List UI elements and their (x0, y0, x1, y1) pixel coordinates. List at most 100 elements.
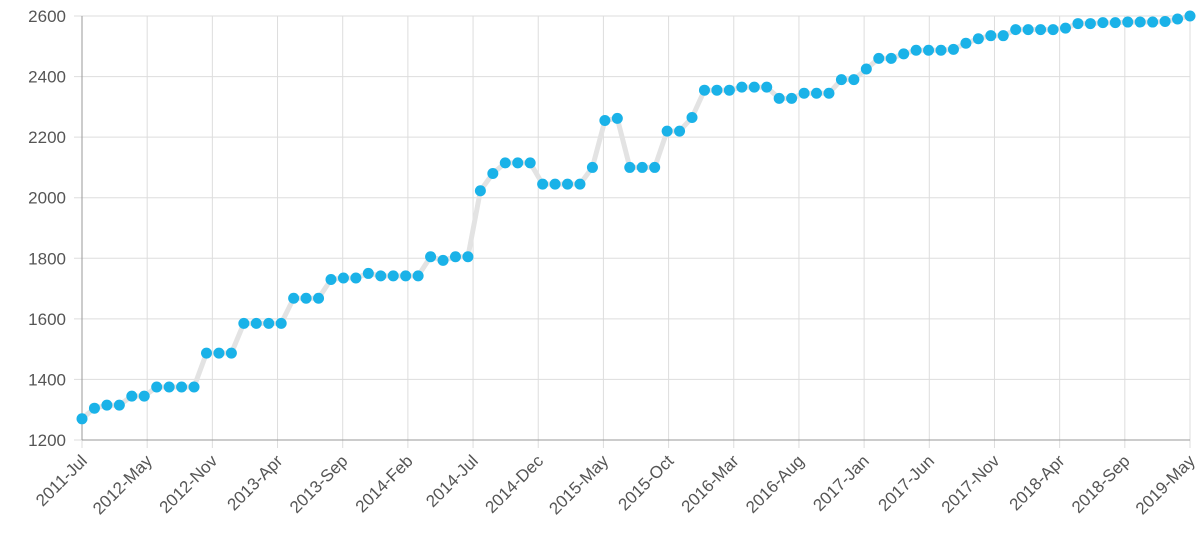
data-point[interactable] (698, 84, 710, 96)
data-point[interactable] (960, 37, 972, 49)
data-point[interactable] (873, 52, 885, 64)
data-point[interactable] (387, 270, 399, 282)
y-tick-label: 2200 (28, 128, 66, 147)
data-point[interactable] (910, 44, 922, 56)
data-point[interactable] (288, 292, 300, 304)
data-point[interactable] (76, 413, 88, 425)
data-point[interactable] (163, 381, 175, 393)
data-point[interactable] (1022, 24, 1034, 36)
data-point[interactable] (101, 399, 113, 411)
data-point[interactable] (1134, 16, 1146, 28)
data-point[interactable] (474, 185, 486, 197)
data-point[interactable] (686, 111, 698, 123)
data-point[interactable] (1147, 16, 1159, 28)
data-point[interactable] (337, 272, 349, 284)
data-point[interactable] (972, 33, 984, 45)
data-point[interactable] (176, 381, 188, 393)
data-point[interactable] (1072, 18, 1084, 30)
data-point[interactable] (88, 402, 100, 414)
data-point[interactable] (151, 381, 163, 393)
data-point[interactable] (126, 390, 138, 402)
data-point[interactable] (225, 347, 237, 359)
data-point[interactable] (425, 251, 437, 263)
x-tick-label: 2017-Nov (938, 451, 1004, 517)
y-axis-ticks: 1200 1400 1600 1800 2000 2200 2400 2600 (28, 7, 66, 450)
data-point[interactable] (275, 317, 287, 329)
data-point[interactable] (711, 84, 723, 96)
data-point[interactable] (761, 81, 773, 93)
data-point[interactable] (599, 114, 611, 126)
data-point[interactable] (786, 92, 798, 104)
data-point[interactable] (487, 167, 499, 179)
data-point[interactable] (400, 270, 412, 282)
data-point[interactable] (437, 254, 449, 266)
data-point[interactable] (1097, 17, 1109, 29)
data-point[interactable] (1010, 24, 1022, 36)
data-point[interactable] (923, 44, 935, 56)
data-point[interactable] (624, 161, 636, 173)
data-point[interactable] (947, 43, 959, 55)
data-point[interactable] (213, 347, 225, 359)
data-point[interactable] (1172, 13, 1184, 25)
x-tick-label: 2017-Jun (875, 451, 939, 515)
data-point[interactable] (835, 74, 847, 86)
data-point[interactable] (935, 44, 947, 56)
data-point[interactable] (250, 317, 262, 329)
data-point[interactable] (898, 48, 910, 60)
data-point[interactable] (798, 87, 810, 99)
data-point[interactable] (113, 399, 125, 411)
data-point[interactable] (661, 125, 673, 137)
data-point[interactable] (200, 347, 212, 359)
data-point[interactable] (586, 161, 598, 173)
data-point[interactable] (997, 30, 1009, 42)
data-point[interactable] (985, 30, 997, 42)
data-point[interactable] (188, 381, 200, 393)
data-point[interactable] (313, 292, 325, 304)
data-point[interactable] (449, 251, 461, 263)
data-point[interactable] (1035, 24, 1047, 36)
data-point[interactable] (1084, 18, 1096, 30)
data-point[interactable] (1184, 10, 1196, 22)
x-tick-label: 2015-Oct (615, 451, 678, 514)
data-point[interactable] (649, 161, 661, 173)
data-point[interactable] (773, 92, 785, 104)
data-point[interactable] (1060, 22, 1072, 34)
data-point[interactable] (823, 87, 835, 99)
data-point[interactable] (611, 112, 623, 124)
data-point[interactable] (848, 74, 860, 86)
data-point[interactable] (574, 178, 586, 190)
data-point[interactable] (885, 52, 897, 64)
data-point[interactable] (736, 81, 748, 93)
data-point[interactable] (375, 270, 387, 282)
data-point[interactable] (1047, 24, 1059, 36)
data-point[interactable] (1109, 17, 1121, 29)
data-point[interactable] (562, 178, 574, 190)
data-point[interactable] (362, 267, 374, 279)
data-point[interactable] (1122, 16, 1134, 28)
data-point[interactable] (723, 84, 735, 96)
data-point[interactable] (412, 270, 424, 282)
data-point[interactable] (524, 157, 536, 169)
data-point[interactable] (462, 251, 474, 263)
data-point[interactable] (138, 390, 150, 402)
data-point[interactable] (350, 272, 362, 284)
data-point[interactable] (325, 273, 337, 285)
x-tick-label: 2014-Feb (352, 451, 417, 516)
data-point[interactable] (674, 125, 686, 137)
data-point[interactable] (512, 157, 524, 169)
gridlines (74, 15, 1191, 448)
data-point[interactable] (300, 292, 312, 304)
x-tick-label: 2014-Dec (482, 451, 548, 517)
x-tick-label: 2012-May (89, 451, 156, 518)
data-point[interactable] (537, 178, 549, 190)
data-point[interactable] (263, 317, 275, 329)
data-point[interactable] (238, 317, 250, 329)
x-tick-label: 2018-Sep (1068, 451, 1134, 517)
data-point[interactable] (748, 81, 760, 93)
data-point[interactable] (1159, 15, 1171, 27)
data-point[interactable] (636, 161, 648, 173)
data-point[interactable] (549, 178, 561, 190)
data-point[interactable] (811, 87, 823, 99)
data-point[interactable] (860, 63, 872, 75)
data-point[interactable] (499, 157, 511, 169)
